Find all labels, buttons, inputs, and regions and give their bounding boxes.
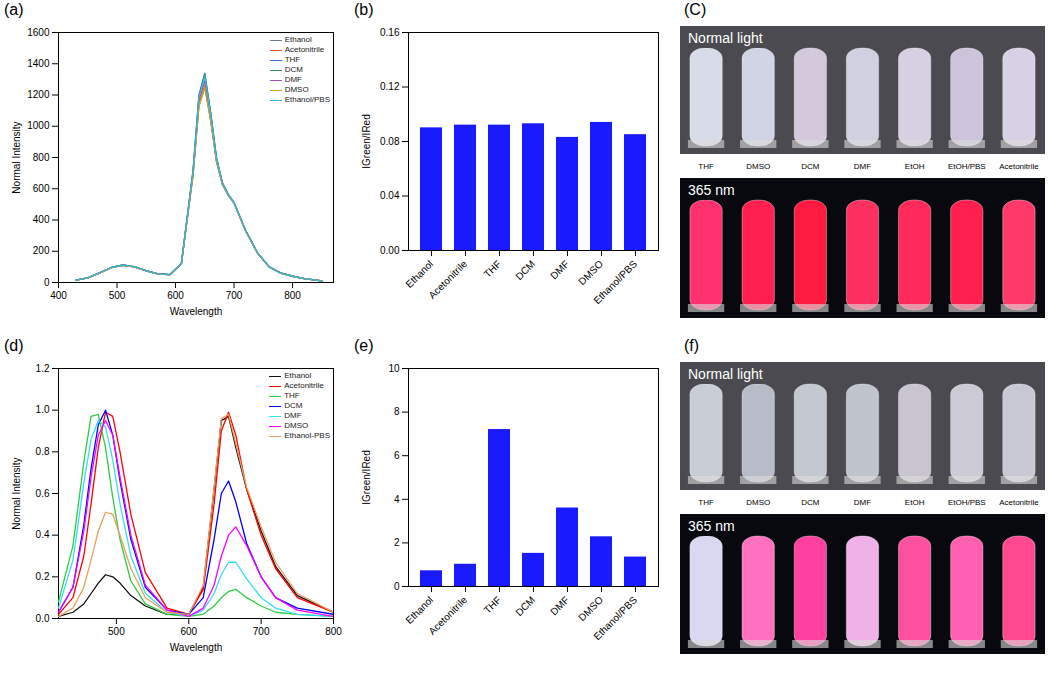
svg-text:0.16: 0.16 bbox=[380, 27, 400, 38]
svg-text:200: 200 bbox=[33, 245, 50, 256]
svg-text:Normal Intensity: Normal Intensity bbox=[11, 457, 22, 529]
svg-text:Normal light: Normal light bbox=[688, 30, 763, 46]
svg-text:365 nm: 365 nm bbox=[688, 182, 735, 198]
svg-text:EtOH: EtOH bbox=[905, 498, 925, 507]
svg-text:10: 10 bbox=[388, 363, 400, 374]
svg-text:Ethanol/PBS: Ethanol/PBS bbox=[591, 594, 639, 642]
svg-text:6: 6 bbox=[394, 450, 400, 461]
html-text:THF: THF bbox=[284, 391, 300, 400]
svg-text:Wavelength: Wavelength bbox=[170, 306, 222, 317]
svg-text:0: 0 bbox=[44, 277, 50, 288]
svg-text:DMSO: DMSO bbox=[576, 258, 605, 287]
svg-text:DMF: DMF bbox=[548, 258, 571, 281]
svg-text:500: 500 bbox=[108, 626, 125, 637]
svg-text:700: 700 bbox=[226, 290, 243, 301]
svg-text:IGreen/IRed: IGreen/IRed bbox=[361, 450, 372, 504]
svg-text:0.4: 0.4 bbox=[36, 529, 50, 540]
html-text:(C): (C) bbox=[684, 1, 707, 18]
svg-text:0.08: 0.08 bbox=[380, 136, 400, 147]
svg-text:600: 600 bbox=[180, 626, 197, 637]
svg-text:DCM: DCM bbox=[513, 258, 537, 282]
html-text:DMF: DMF bbox=[284, 75, 302, 84]
html-text:DCM: DCM bbox=[284, 65, 303, 74]
svg-text:THF: THF bbox=[698, 498, 714, 507]
svg-text:0.12: 0.12 bbox=[380, 81, 400, 92]
svg-text:Normal light: Normal light bbox=[688, 366, 763, 382]
svg-text:Wavelength: Wavelength bbox=[170, 642, 222, 653]
svg-text:1200: 1200 bbox=[27, 89, 50, 100]
svg-text:DMSO: DMSO bbox=[576, 594, 605, 623]
svg-text:Normal Intensity: Normal Intensity bbox=[11, 121, 22, 193]
svg-text:Acetonitrile: Acetonitrile bbox=[999, 498, 1039, 507]
svg-text:400: 400 bbox=[33, 214, 50, 225]
svg-text:0.6: 0.6 bbox=[36, 488, 50, 499]
html-text:(a): (a) bbox=[4, 1, 24, 18]
svg-text:DMF: DMF bbox=[854, 162, 871, 171]
svg-text:EtOH/PBS: EtOH/PBS bbox=[948, 162, 986, 171]
svg-text:0.2: 0.2 bbox=[36, 571, 50, 582]
html-text:Ethanol: Ethanol bbox=[284, 35, 312, 44]
html-text:(e): (e) bbox=[354, 337, 374, 354]
html-text:(b): (b) bbox=[354, 1, 374, 18]
svg-text:Ethanol: Ethanol bbox=[403, 594, 435, 626]
svg-text:365 nm: 365 nm bbox=[688, 518, 735, 534]
svg-text:600: 600 bbox=[33, 183, 50, 194]
html-text:Ethanol: Ethanol bbox=[284, 371, 312, 380]
svg-text:Acetonitrile: Acetonitrile bbox=[426, 258, 469, 301]
html-text:Acetonitrile: Acetonitrile bbox=[284, 45, 325, 54]
svg-text:0.00: 0.00 bbox=[380, 245, 400, 256]
svg-text:Acetonitrile: Acetonitrile bbox=[426, 594, 469, 637]
svg-text:1600: 1600 bbox=[27, 27, 50, 38]
svg-text:DMSO: DMSO bbox=[746, 162, 770, 171]
svg-text:THF: THF bbox=[482, 258, 504, 280]
html-text:Acetonitrile: Acetonitrile bbox=[284, 381, 324, 390]
svg-text:1.0: 1.0 bbox=[36, 404, 50, 415]
svg-text:DMF: DMF bbox=[854, 498, 871, 507]
html-text:THF: THF bbox=[284, 55, 301, 64]
svg-text:600: 600 bbox=[167, 290, 184, 301]
svg-text:800: 800 bbox=[284, 290, 301, 301]
svg-text:DCM: DCM bbox=[513, 594, 537, 618]
svg-text:0.8: 0.8 bbox=[36, 446, 50, 457]
svg-text:1400: 1400 bbox=[27, 58, 50, 69]
html-text:DMSO: DMSO bbox=[284, 421, 309, 430]
svg-text:700: 700 bbox=[253, 626, 270, 637]
svg-text:DCM: DCM bbox=[801, 162, 820, 171]
svg-text:0.0: 0.0 bbox=[36, 613, 50, 624]
svg-text:0.04: 0.04 bbox=[380, 190, 400, 201]
html-text:DMSO: DMSO bbox=[284, 85, 309, 94]
svg-text:EtOH: EtOH bbox=[905, 162, 925, 171]
html-text:Ethanol-PBS: Ethanol-PBS bbox=[284, 431, 330, 440]
html-text:DCM: DCM bbox=[284, 401, 303, 410]
svg-text:400: 400 bbox=[50, 290, 67, 301]
svg-text:IGreen/IRed: IGreen/IRed bbox=[361, 114, 372, 168]
svg-text:800: 800 bbox=[33, 152, 50, 163]
svg-text:8: 8 bbox=[394, 406, 400, 417]
html-text:DMF: DMF bbox=[284, 411, 302, 420]
html-text:(f): (f) bbox=[684, 337, 700, 354]
svg-text:Ethanol/PBS: Ethanol/PBS bbox=[591, 258, 639, 306]
svg-text:Ethanol: Ethanol bbox=[403, 258, 435, 290]
svg-text:THF: THF bbox=[698, 162, 714, 171]
svg-text:DMSO: DMSO bbox=[746, 498, 770, 507]
svg-text:2: 2 bbox=[394, 537, 400, 548]
svg-text:DCM: DCM bbox=[801, 498, 820, 507]
svg-text:DMF: DMF bbox=[548, 594, 571, 617]
svg-text:1.2: 1.2 bbox=[36, 363, 50, 374]
svg-text:800: 800 bbox=[325, 626, 342, 637]
svg-text:THF: THF bbox=[482, 594, 504, 616]
svg-text:0: 0 bbox=[394, 581, 400, 592]
svg-text:500: 500 bbox=[109, 290, 126, 301]
html-text:(d): (d) bbox=[4, 337, 24, 354]
html-text:Ethanol/PBS: Ethanol/PBS bbox=[284, 95, 330, 104]
svg-text:1000: 1000 bbox=[27, 120, 50, 131]
svg-text:4: 4 bbox=[394, 494, 400, 505]
svg-text:EtOH/PBS: EtOH/PBS bbox=[948, 498, 986, 507]
svg-text:Acetonitrile: Acetonitrile bbox=[999, 162, 1039, 171]
